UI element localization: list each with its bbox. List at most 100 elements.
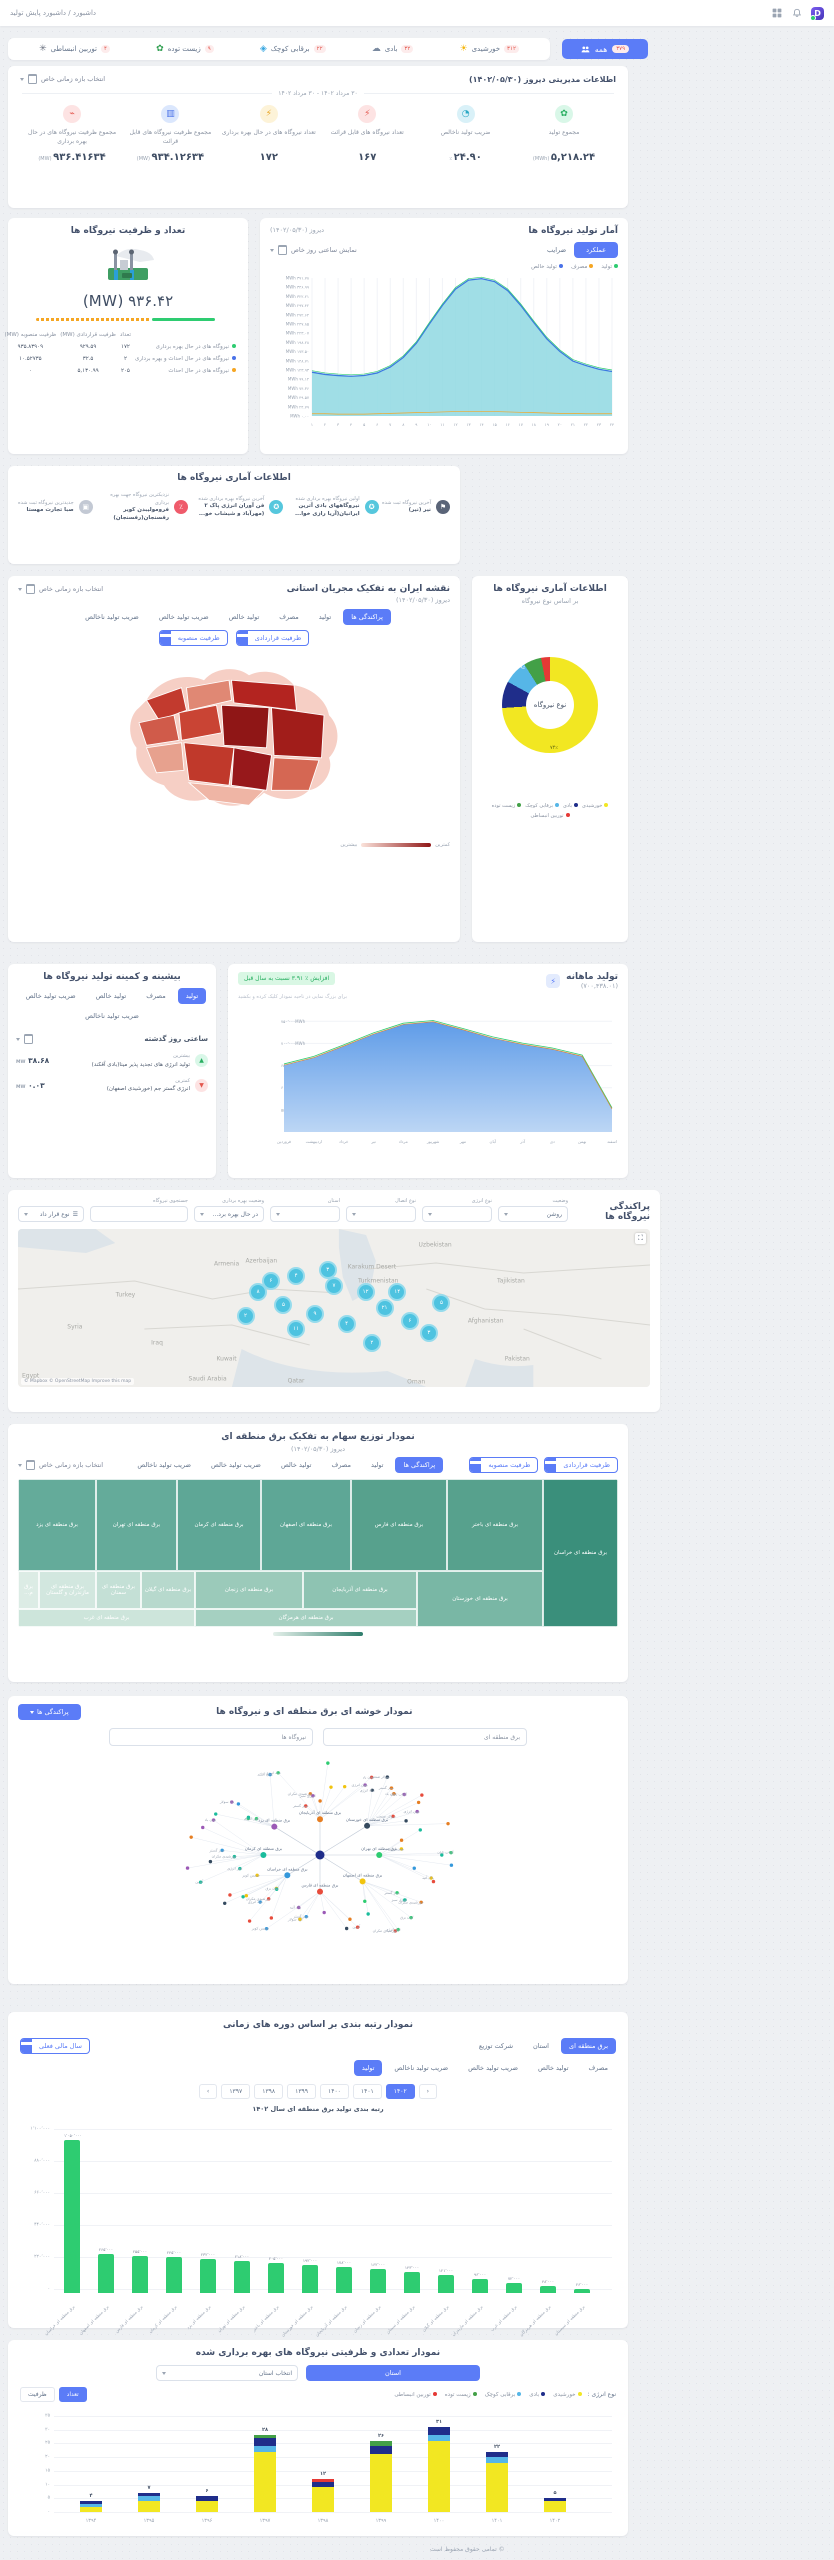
- ranking-metric-tab-1[interactable]: تولید خالص: [530, 2060, 577, 2076]
- iran-tab-2[interactable]: مصرف: [271, 609, 307, 625]
- rank-bar-4[interactable]: ۲۳۲٬۰۰۰ برق منطقه ای یزد: [186, 2252, 216, 2330]
- cluster-marker-14[interactable]: ۳: [318, 1261, 337, 1280]
- map-filter-select[interactable]: [270, 1206, 340, 1222]
- donut-legend-item-0[interactable]: خورشیدی: [582, 803, 609, 809]
- app-logo[interactable]: D: [810, 6, 824, 21]
- iran-capacity-select-1[interactable]: ظرفیت منصوبه: [158, 630, 228, 646]
- rank-bar-10[interactable]: ۱۴۳٬۰۰۰ برق منطقه ای سمنان: [385, 2265, 420, 2334]
- plants-world-map[interactable]: ⛶ © Mapbox © OpenStreetMap Improve this …: [18, 1229, 650, 1387]
- iran-choropleth-map[interactable]: [18, 650, 450, 838]
- treemap-cell-14[interactable]: برق منطقه ای هرمزگان: [195, 1609, 417, 1627]
- record-item-0[interactable]: ⚑ آخرین نیروگاه ثبت شده نیر (نیر): [382, 491, 450, 522]
- type-tab-0[interactable]: ۳۱۲ خورشیدی ☀: [460, 44, 519, 54]
- rank-bar-6[interactable]: ۲۰۵٬۰۰۰ برق منطقه ای باختر: [251, 2256, 284, 2332]
- cluster-marker-5[interactable]: ۴: [337, 1314, 356, 1333]
- treemap-range-picker[interactable]: انتخاب بازه زمانی خاص: [18, 1460, 103, 1470]
- donut-legend-item-4[interactable]: توربین انبساطی: [530, 813, 570, 819]
- cluster-marker-6[interactable]: ۲۱: [375, 1299, 394, 1317]
- minmax-tab-3[interactable]: ضریب تولید خالص: [17, 988, 84, 1004]
- hourly-production-chart[interactable]: MWh ۳۷۱.۷۸ MWh ۳۴۶.۹۹ MWh ۳۲۲.۲۱ MWh ۲۹۷.۴۲…: [270, 272, 618, 434]
- treemap-cell-9[interactable]: برق منطقه ای زنجان: [195, 1570, 303, 1610]
- year-chip-2[interactable]: ۱۳۹۹: [287, 2084, 316, 2099]
- record-item-1[interactable]: ✪ اولین نیروگاه بهره برداری شده نیروگاههای…: [287, 491, 379, 522]
- treemap-cell-11[interactable]: برق منطقه ای سمنان: [96, 1570, 141, 1610]
- treemap-cell-15[interactable]: برق منطقه ای غرب: [18, 1609, 195, 1627]
- cluster-marker-13[interactable]: ۲: [362, 1333, 381, 1352]
- ranking-metric-tab-0[interactable]: مصرف: [580, 2060, 616, 2076]
- cluster-marker-10[interactable]: ۱۴: [388, 1283, 407, 1302]
- ranking-scope-tab-1[interactable]: استان: [525, 2038, 557, 2054]
- treemap-cell-12[interactable]: برق منطقه ای مازندران و گلستان: [39, 1570, 96, 1610]
- cluster-marker-1[interactable]: ۷: [325, 1276, 343, 1295]
- treemap-cell-4[interactable]: برق منطقه ای کرمان: [177, 1479, 261, 1571]
- ranking-scope-tab-2[interactable]: شرکت توزیع: [470, 2038, 522, 2054]
- rank-bar-12[interactable]: ۹۶٬۰۰۰ برق منطقه ای مازندران: [451, 2272, 488, 2337]
- cluster-marker-11[interactable]: ۳: [419, 1324, 438, 1343]
- iran-tab-3[interactable]: تولید خالص: [220, 609, 268, 625]
- stacked-bar-1[interactable]: ۷ ۱۳۹۵: [138, 2485, 160, 2524]
- donut-legend-item-1[interactable]: بادی: [563, 803, 579, 809]
- cluster-marker-9[interactable]: ۲: [236, 1306, 255, 1325]
- treemap-cell-3[interactable]: برق منطقه ای اصفهان: [261, 1479, 351, 1571]
- treemap-cell-10[interactable]: برق منطقه ای گیلان: [141, 1570, 195, 1610]
- stacked-bar-8[interactable]: ۵ ۱۴۰۲: [544, 2490, 566, 2524]
- year-chip-1[interactable]: ۱۳۹۸: [254, 2084, 284, 2099]
- record-item-2[interactable]: ✪ آخرین نیروگاه بهره برداری شده فن آوران ا…: [191, 491, 284, 522]
- stacked-bar-6[interactable]: ۳۱ ۱۴۰۰: [428, 2419, 450, 2524]
- hourly-day-picker[interactable]: نمایش ساعتی روز خاص: [270, 245, 357, 255]
- map-filter-select[interactable]: در حال بهره برد...: [194, 1206, 264, 1222]
- treemap-tab-4[interactable]: ضریب تولید خالص: [203, 1457, 269, 1473]
- rank-bar-0[interactable]: ۱٬۰۵۰٬۰۰۰ برق منطقه ای خراسان: [43, 2133, 81, 2336]
- all-types-button[interactable]: ۳۷۹ همه: [562, 39, 648, 59]
- treemap-cell-2[interactable]: برق منطقه ای فارس: [351, 1479, 447, 1571]
- plant-search-input[interactable]: [90, 1206, 188, 1222]
- minmax-tab-4[interactable]: ضریب تولید ناخالص: [77, 1008, 147, 1024]
- province-select[interactable]: انتخاب استان: [156, 2365, 298, 2381]
- apps-grid-icon[interactable]: [771, 7, 783, 19]
- region-filter-input[interactable]: برق منطقه ای: [323, 1728, 527, 1746]
- year-chip-5[interactable]: ۱۴۰۲: [385, 2084, 415, 2099]
- map-attribution[interactable]: © Mapbox © OpenStreetMap Improve this ma…: [21, 1378, 135, 1385]
- treemap-cell-13[interactable]: برق م...: [18, 1570, 39, 1610]
- monthly-production-chart[interactable]: ۵۵۰٬۰۰۰MWh۶۰۰٬۰۰۰MWh۶۵۰٬۰۰۰MWh۷۰۰٬۰۰۰MWh…: [238, 1000, 618, 1152]
- donut-legend-item-2[interactable]: برقابی کوچک: [525, 803, 559, 809]
- year-chip-3[interactable]: ۱۴۰۰: [320, 2084, 349, 2099]
- performance-button[interactable]: عملکرد: [574, 242, 618, 258]
- map-filter-select[interactable]: [346, 1206, 416, 1222]
- cluster-marker-15[interactable]: ۵: [432, 1294, 451, 1313]
- cluster-network-chart[interactable]: برق منطقه ای تهران پاک آتیه آفتاب تابان بهی…: [18, 1750, 618, 1964]
- ranking-metric-tab-2[interactable]: ضریب تولید خالص: [460, 2060, 527, 2076]
- map-filter-select[interactable]: [422, 1206, 492, 1222]
- record-item-3[interactable]: ٪ نزدیکترین نیروگاه جهت بهره برداری فرومول…: [96, 491, 189, 522]
- treemap-capacity-select-1[interactable]: ظرفیت منصوبه: [469, 1457, 539, 1473]
- rank-bar-1[interactable]: ۲۶۵٬۰۰۰ برق منطقه ای اصفهان: [78, 2247, 114, 2336]
- stacked-bar-7[interactable]: ۲۲ ۱۴۰۱: [486, 2444, 508, 2524]
- treemap-cell-0[interactable]: برق منطقه ای خراسان: [543, 1479, 618, 1627]
- minmax-tab-2[interactable]: تولید خالص: [87, 988, 135, 1004]
- years-next-icon[interactable]: ›: [418, 2084, 438, 2099]
- minmax-tab-0[interactable]: تولید: [177, 988, 207, 1004]
- plant-type-donut-chart[interactable]: نوع نیروگاه ۷۴٪ ۹٪: [502, 657, 598, 753]
- rank-bar-9[interactable]: ۱۶۲٬۰۰۰ برق منطقه ای زنجان: [352, 2262, 386, 2333]
- contract-type-select[interactable]: ☰ نوع قرار داد: [18, 1206, 84, 1222]
- iran-tab-0[interactable]: پراکندگی ها: [343, 609, 391, 625]
- cluster-marker-0[interactable]: ۴: [287, 1267, 306, 1286]
- date-range-picker[interactable]: انتخاب بازه زمانی خاص: [20, 74, 105, 84]
- legend-item-0[interactable]: تولید: [601, 264, 618, 270]
- treemap-tab-0[interactable]: پراکندگی ها: [395, 1457, 444, 1473]
- stacked-bar-2[interactable]: ۶ ۱۳۹۶: [196, 2488, 218, 2524]
- ranking-metric-tab-4[interactable]: تولید: [353, 2060, 383, 2076]
- dispersions-button[interactable]: پراکندگی ها: [18, 1704, 81, 1720]
- rank-bar-3[interactable]: ۲۴۵٬۰۰۰ برق منطقه ای کرمان: [148, 2250, 182, 2334]
- breadcrumb[interactable]: داشبورد / داشبورد پایش تولید: [10, 9, 97, 17]
- toggle-count[interactable]: تعداد: [58, 2387, 87, 2402]
- rank-bar-11[interactable]: ۱۲۱٬۰۰۰ برق منطقه ای گیلان: [421, 2268, 454, 2332]
- notifications-bell-icon[interactable]: [791, 7, 803, 19]
- cluster-marker-4[interactable]: ۹: [306, 1305, 325, 1324]
- stacked-bar-4[interactable]: ۱۲ ۱۳۹۸: [312, 2471, 334, 2524]
- legend-item-1[interactable]: مصرف: [571, 264, 594, 270]
- ranking-bar-chart[interactable]: ۰ ۲۲۰٬۰۰۰ ۴۴۰٬۰۰۰ ۶۶۰٬۰۰۰ ۸۸۰٬۰۰۰ ۱٬۱۰۰٬۰۰۰ ۱٬…: [20, 2121, 616, 2337]
- iran-tab-5[interactable]: ضریب تولید ناخالص: [77, 609, 147, 625]
- commissioned-stacked-chart[interactable]: ۰ ۵ ۱۰ ۱۵ ۲۰ ۲۵ ۳۰ ۳۵ ۴ ۱۳۹۴ ۷ ۱۳۹۵ ۶ ۱۳۹۶ ۲۸ ۱۳۹۷ ۱۲ ۱۳۹…: [20, 2408, 616, 2526]
- treemap-tab-2[interactable]: مصرف: [323, 1457, 359, 1473]
